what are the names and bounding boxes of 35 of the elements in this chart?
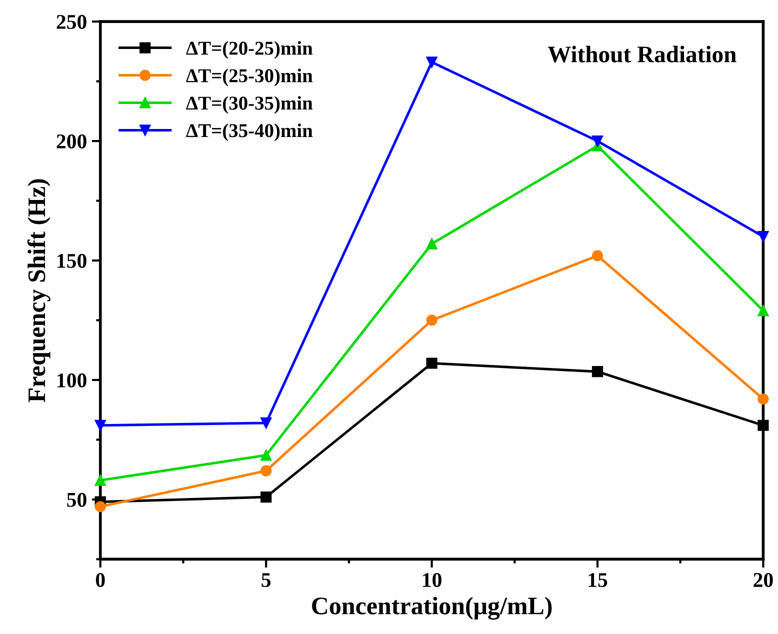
y-axis-title: Frequency Shift (Hz) (27, 179, 50, 402)
legend-label: ΔT=(20-25)min (186, 41, 313, 59)
point (94, 501, 106, 512)
point (94, 420, 106, 431)
point (426, 238, 438, 250)
point (426, 314, 438, 326)
point (758, 394, 769, 405)
point (592, 250, 604, 262)
point (592, 135, 604, 147)
point (758, 231, 769, 242)
legend-label: ΔT=(35-40)min (186, 124, 313, 142)
y-tick-label: 250 (56, 14, 86, 29)
point (260, 417, 272, 429)
x-tick-label: 0 (96, 572, 105, 588)
x-tick-label: 5 (262, 573, 271, 588)
point (94, 474, 106, 486)
point (758, 420, 769, 431)
legend-label: ΔT=(25-30)min (186, 68, 313, 86)
y-tick-label: 200 (56, 134, 86, 148)
point (260, 492, 272, 503)
x-axis-title: Concentration(μg/mL) (312, 596, 552, 620)
x-tick-label: 20 (754, 572, 773, 588)
x-tick-label: 10 (423, 572, 442, 588)
annotation: Without Radiation (548, 46, 736, 63)
y-tick-label: 150 (58, 254, 86, 268)
y-tick-label: 100 (58, 373, 86, 388)
point (592, 366, 604, 378)
x-tick-label: 15 (588, 573, 608, 588)
point (758, 305, 769, 316)
point (426, 56, 438, 68)
point (260, 450, 272, 461)
point (260, 465, 272, 476)
y-tick-label: 50 (67, 492, 86, 507)
legend-label: ΔT=(30-35)min (186, 96, 313, 114)
point (426, 358, 438, 369)
